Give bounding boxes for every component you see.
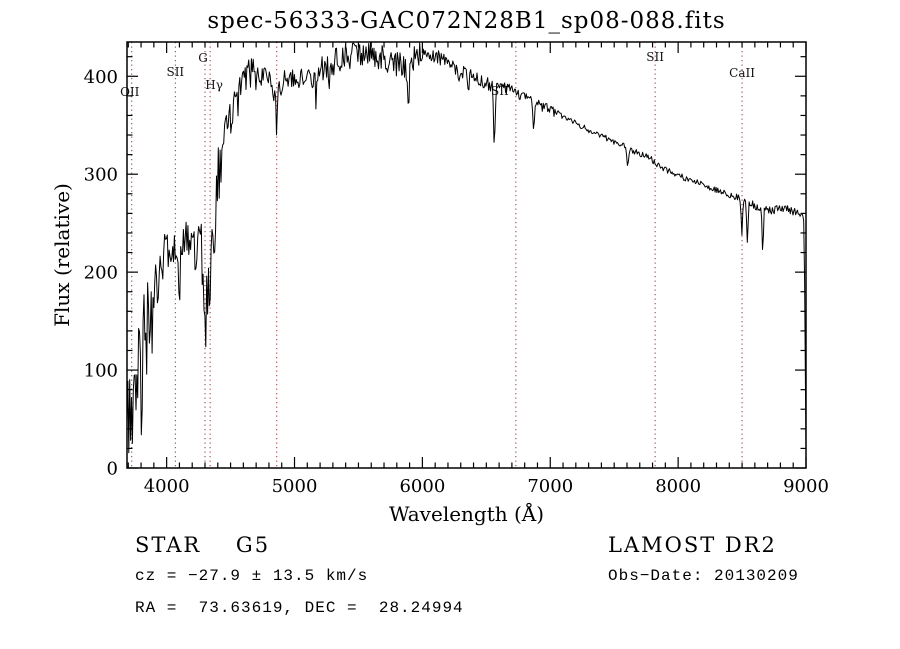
svg-text:6000: 6000: [399, 476, 445, 497]
svg-text:Hγ: Hγ: [205, 78, 223, 92]
svg-text:8000: 8000: [655, 476, 701, 497]
svg-text:G: G: [198, 51, 208, 65]
svg-text:300: 300: [84, 165, 118, 186]
svg-text:OII: OII: [120, 85, 140, 99]
svg-text:SII: SII: [646, 50, 664, 64]
svg-text:5000: 5000: [272, 476, 318, 497]
x-axis-label: Wavelength (Å): [388, 502, 545, 526]
svg-text:100: 100: [84, 361, 118, 382]
y-axis-label: Flux (relative): [50, 183, 74, 327]
classification-text: STAR G5: [135, 533, 271, 557]
svg-text:SII: SII: [491, 84, 509, 98]
svg-text:CaII: CaII: [729, 66, 755, 80]
svg-text:7000: 7000: [527, 476, 573, 497]
plot-title: spec-56333-GAC072N28B1_sp08-088.fits: [207, 8, 726, 34]
svg-text:0: 0: [107, 459, 118, 480]
coordinates-text: RA = 73.63619, DEC = 28.24994: [135, 599, 464, 617]
svg-text:400: 400: [84, 67, 118, 88]
redshift-text: cz = −27.9 ± 13.5 km/s: [135, 567, 369, 585]
survey-name-text: LAMOST DR2: [608, 533, 777, 557]
obs-date-text: Obs−Date: 20130209: [608, 567, 799, 585]
svg-text:SII: SII: [166, 65, 184, 79]
svg-text:4000: 4000: [144, 476, 190, 497]
svg-text:200: 200: [84, 263, 118, 284]
svg-text:9000: 9000: [783, 476, 829, 497]
